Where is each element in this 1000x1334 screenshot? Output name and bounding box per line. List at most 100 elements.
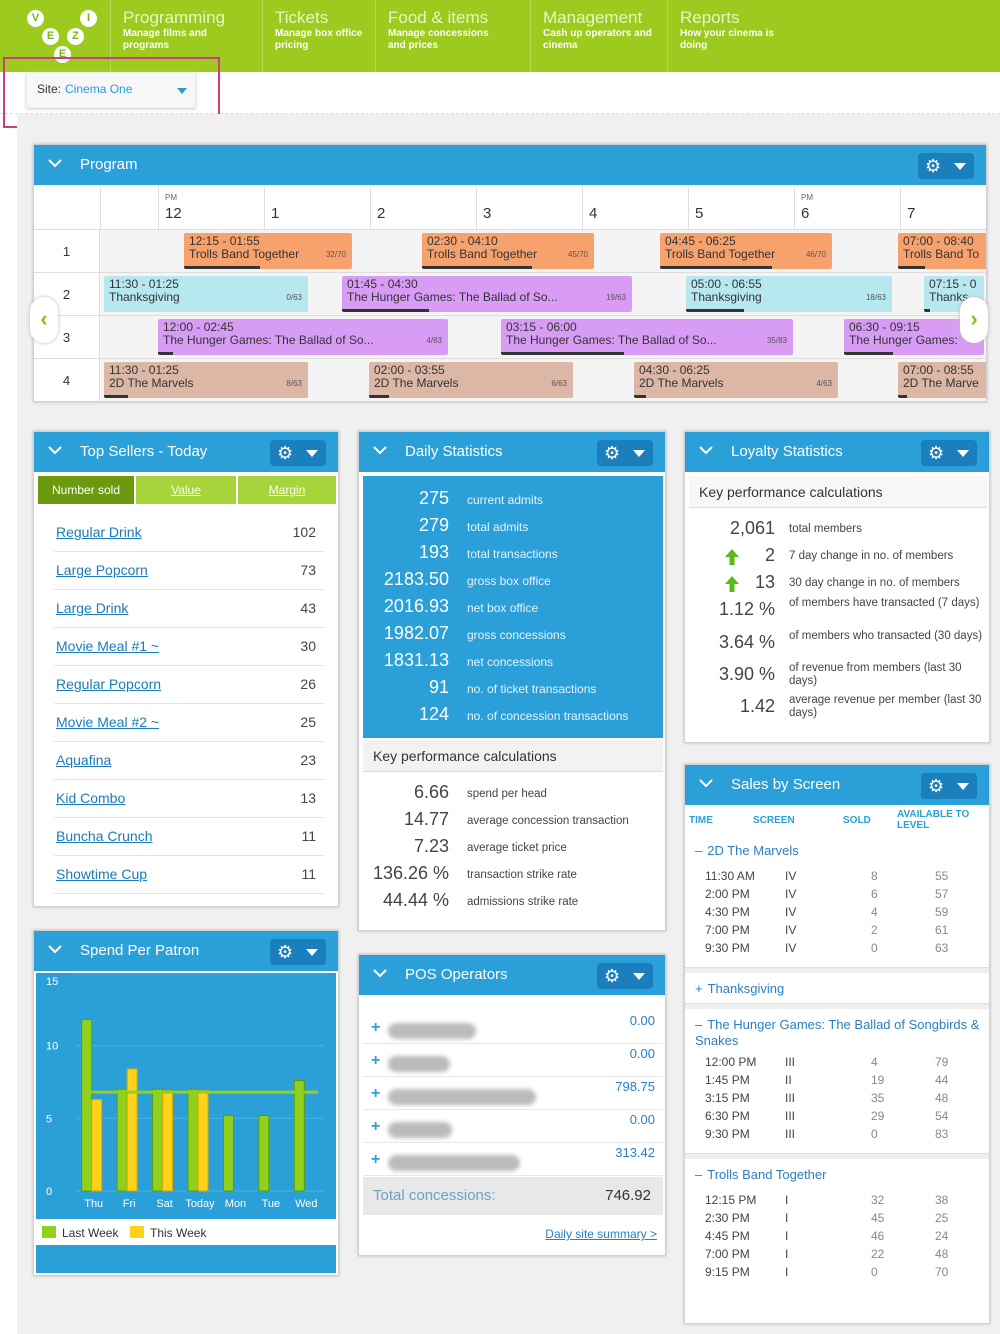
session-fill-bar	[184, 266, 260, 269]
seller-link[interactable]: Kid Combo	[56, 790, 126, 806]
nav-reports[interactable]: Reports How your cinema is doing	[667, 0, 807, 72]
sales-cell: I	[785, 1211, 789, 1225]
seller-link[interactable]: Large Drink	[56, 600, 129, 616]
collapse-chevron-icon[interactable]	[699, 443, 713, 457]
loyalty-label: of members have transacted (7 days)	[789, 597, 980, 609]
session-block[interactable]: 02:00 - 03:55 2D The Marvels 6/63	[369, 362, 573, 398]
kpi-label: average concession transaction	[467, 815, 629, 827]
collapse-chevron-icon[interactable]	[48, 942, 62, 956]
gear-icon: ⚙	[277, 443, 294, 463]
session-capacity: 35/83	[766, 336, 787, 345]
film-heading[interactable]: – Trolls Band Together	[695, 1167, 985, 1183]
sales-cell: 7:00 PM	[705, 923, 750, 937]
nav-programming[interactable]: Programming Manage films and programs	[110, 0, 262, 72]
daily-site-summary-link[interactable]: Daily site summary >	[545, 1227, 657, 1241]
hour-column-header: 4	[582, 187, 688, 229]
seller-link[interactable]: Regular Popcorn	[56, 676, 162, 692]
seller-link[interactable]: Movie Meal #2 ~	[56, 714, 160, 730]
collapse-chevron-icon[interactable]	[48, 156, 62, 170]
tab-number-sold[interactable]: Number sold	[38, 476, 134, 504]
session-block[interactable]: 04:30 - 06:25 2D The Marvels 4/63	[634, 362, 838, 398]
kpi-value: 7.23	[413, 836, 449, 856]
stat-row: 2183.50 gross box office	[363, 569, 663, 596]
seller-count: 11	[301, 828, 316, 844]
session-block[interactable]: 04:45 - 06:25 Trolls Band Together 46/70	[660, 233, 832, 269]
expand-plus-icon[interactable]: +	[371, 1085, 381, 1102]
session-capacity: 32/70	[325, 250, 346, 259]
expand-plus-icon[interactable]: +	[371, 1118, 381, 1135]
session-block[interactable]: 07:00 - 08:40 Trolls Band To	[898, 233, 986, 269]
sales-cell: 9:30 PM	[705, 1127, 750, 1141]
film-heading[interactable]: + Thanksgiving	[695, 981, 985, 997]
nav-subtitle: Manage box office pricing	[275, 28, 363, 51]
scroll-left-button[interactable]: ‹	[30, 297, 58, 343]
panel-header: Program ⚙	[34, 145, 986, 185]
collapse-chevron-icon[interactable]	[699, 776, 713, 790]
panel-header: Sales by Screen ⚙	[685, 765, 989, 805]
nav-management[interactable]: Management Cash up operators and cinema	[530, 0, 667, 72]
settings-button[interactable]: ⚙	[921, 773, 977, 799]
session-block[interactable]: 11:30 - 01:25 2D The Marvels 8/63	[104, 362, 308, 398]
loyalty-row: 1.12 % of members have transacted (7 days…	[689, 597, 987, 626]
pos-row: +313.42	[363, 1143, 663, 1176]
expand-toggle-icon[interactable]: +	[695, 981, 703, 996]
vieze-logo[interactable]: V I E Z E	[22, 6, 102, 64]
settings-button[interactable]: ⚙	[921, 440, 977, 466]
session-block[interactable]: 12:15 - 01:55 Trolls Band Together 32/70	[184, 233, 352, 269]
collapse-chevron-icon[interactable]	[373, 966, 387, 980]
seller-link[interactable]: Buncha Crunch	[56, 828, 153, 844]
film-name: The Hunger Games: The Ballad of Songbird…	[695, 1017, 980, 1048]
session-block[interactable]: 01:45 - 04:30 The Hunger Games: The Balla…	[342, 276, 632, 312]
seller-link[interactable]: Regular Drink	[56, 524, 142, 540]
seller-link[interactable]: Showtime Cup	[56, 866, 148, 882]
scroll-right-button[interactable]: ›	[960, 297, 988, 343]
collapse-chevron-icon[interactable]	[373, 443, 387, 457]
seller-link[interactable]: Movie Meal #1 ~	[56, 638, 160, 654]
site-selector[interactable]: Site: Cinema One	[26, 72, 196, 108]
expand-toggle-icon[interactable]: –	[695, 843, 703, 858]
sales-cell: 24	[935, 1229, 949, 1243]
session-block[interactable]: 03:15 - 06:00 The Hunger Games: The Balla…	[501, 319, 793, 355]
tab-margin[interactable]: Margin	[238, 476, 336, 504]
session-block[interactable]: 07:15 - 0 Thanks	[924, 276, 984, 312]
list-item: Large Popcorn 73	[54, 552, 324, 590]
hour-column-header: 1	[264, 187, 370, 229]
settings-button[interactable]: ⚙	[918, 153, 974, 179]
legend-background	[36, 1219, 336, 1245]
sales-cell: I	[785, 1247, 789, 1261]
film-heading[interactable]: –2D The Marvels	[695, 843, 985, 859]
expand-toggle-icon[interactable]: –	[695, 1167, 703, 1182]
collapse-chevron-icon[interactable]	[48, 443, 62, 457]
expand-plus-icon[interactable]: +	[371, 1019, 381, 1036]
session-block[interactable]: 02:30 - 04:10 Trolls Band Together 45/70	[422, 233, 594, 269]
session-block[interactable]: 07:00 - 08:55 2D The Marve	[898, 362, 986, 398]
nav-subtitle: How your cinema is doing	[680, 28, 774, 51]
total-label: Total concessions:	[373, 1187, 496, 1204]
nav-tickets[interactable]: Tickets Manage box office pricing	[262, 0, 375, 72]
tab-value[interactable]: Value	[136, 476, 236, 504]
expand-plus-icon[interactable]: +	[371, 1151, 381, 1168]
bar-last-week	[222, 1114, 234, 1192]
list-item: Aquafina 23	[54, 742, 324, 780]
settings-button[interactable]: ⚙	[597, 963, 653, 989]
film-heading[interactable]: – The Hunger Games: The Ballad of Songbir…	[695, 1017, 985, 1049]
expand-toggle-icon[interactable]: –	[695, 1017, 703, 1032]
hour-column-header: 7	[900, 187, 986, 229]
session-block[interactable]: 12:00 - 02:45 The Hunger Games: The Balla…	[158, 319, 448, 355]
expand-plus-icon[interactable]: +	[371, 1052, 381, 1069]
gear-icon: ⚙	[928, 776, 945, 796]
loyalty-statistics-panel: Loyalty Statistics ⚙ Key performance cal…	[684, 431, 990, 743]
legend-label: Last Week	[62, 1226, 119, 1240]
logo-letter: Z	[67, 28, 84, 45]
session-block[interactable]: 05:00 - 06:55 Thanksgiving 18/63	[686, 276, 892, 312]
sales-cell: 4	[871, 1055, 878, 1069]
settings-button[interactable]: ⚙	[270, 440, 326, 466]
settings-button[interactable]: ⚙	[597, 440, 653, 466]
nav-food-items[interactable]: Food & items Manage concessions and price…	[375, 0, 530, 72]
settings-button[interactable]: ⚙	[270, 939, 326, 965]
seller-link[interactable]: Aquafina	[56, 752, 112, 768]
seller-link[interactable]: Large Popcorn	[56, 562, 148, 578]
sales-cell: 48	[935, 1247, 949, 1261]
kpi-row: 44.44 % admissions strike rate	[363, 890, 663, 917]
session-block[interactable]: 11:30 - 01:25 Thanksgiving 0/63	[104, 276, 308, 312]
